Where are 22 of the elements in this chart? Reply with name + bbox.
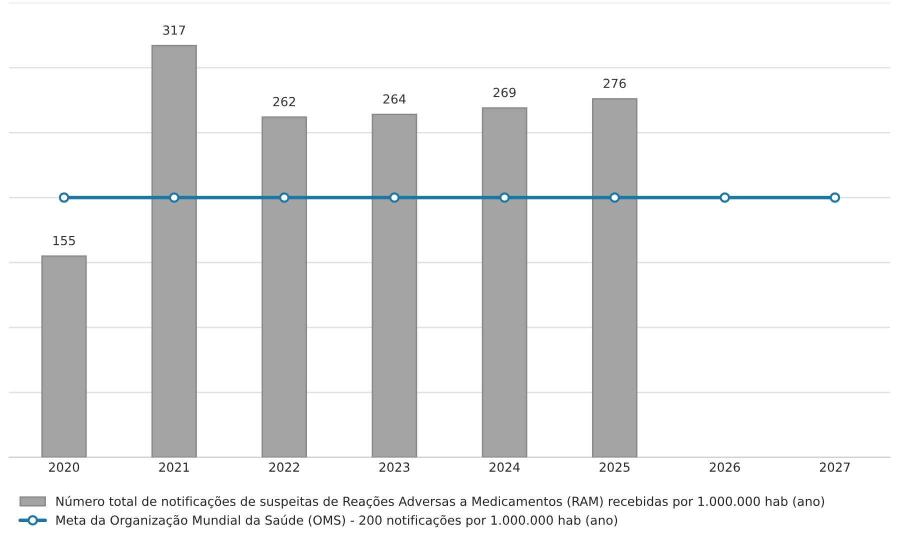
bar (262, 116, 308, 458)
x-tick-label: 2020 (49, 462, 80, 472)
legend-label: Número total de notificações de suspeitas de Reações Adversas a Medicamentos (RAM) recebidas por 1.000.000 hab (ano) (56, 496, 824, 508)
x-tick-label: 2025 (600, 462, 630, 472)
data-label: 269 (494, 88, 516, 98)
x-tick-label: 2027 (820, 462, 850, 472)
data-label: 264 (383, 94, 406, 104)
bar (372, 114, 418, 458)
x-tick-label: 2023 (379, 462, 410, 472)
x-tick-label: 2024 (490, 462, 520, 472)
x-tick-label: 2026 (710, 462, 740, 472)
bar (482, 107, 528, 458)
x-tick-label: 2021 (159, 462, 189, 472)
bar (592, 98, 638, 458)
bar (151, 44, 197, 458)
data-label: 276 (604, 78, 626, 88)
bar (41, 255, 87, 458)
legend-label: Meta da Organização Mundial da Saúde (OMS) - 200 notificações por 1.000.000 hab (ano) (56, 514, 618, 528)
x-tick-label: 2022 (269, 462, 299, 472)
data-label: 262 (273, 96, 295, 106)
data-label: 155 (53, 236, 75, 246)
data-label: 317 (163, 25, 186, 35)
